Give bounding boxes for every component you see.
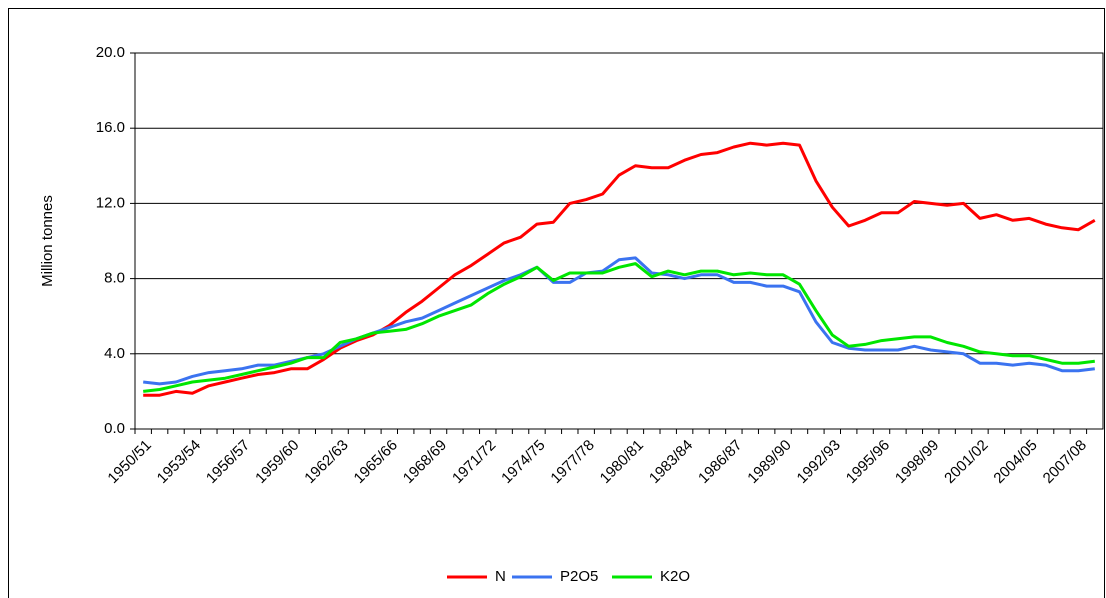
series-line — [143, 141, 1096, 397]
chart-frame — [8, 8, 1105, 598]
x-tick-label: 1971/72 — [449, 437, 499, 487]
y-tick-label: 16.0 — [96, 119, 125, 136]
x-tick-label: 1959/60 — [252, 437, 302, 487]
x-tick-label: 1968/69 — [400, 437, 450, 487]
x-tick-label: 1980/81 — [597, 437, 647, 487]
x-tick-label: 1953/54 — [154, 437, 204, 487]
legend-label: K2O — [660, 568, 690, 585]
x-tick-label: 1998/99 — [892, 437, 942, 487]
legend-label: P2O5 — [560, 568, 598, 585]
x-tick-label: 1983/84 — [646, 437, 696, 487]
x-tick-label: 1965/66 — [351, 437, 401, 487]
y-tick-label: 8.0 — [104, 270, 125, 287]
x-tick-label: 1995/96 — [843, 437, 893, 487]
x-tick-label: 2007/08 — [1040, 437, 1090, 487]
x-tick-label: 1956/57 — [203, 437, 253, 487]
y-tick-label: 12.0 — [96, 194, 125, 211]
x-tick-label: 1977/78 — [547, 437, 597, 487]
y-tick-label: 0.0 — [104, 420, 125, 437]
x-tick-label: 1974/75 — [498, 437, 548, 487]
series-line — [143, 262, 1095, 393]
x-tick-label: 2004/05 — [990, 437, 1040, 487]
x-tick-label: 1989/90 — [744, 437, 794, 487]
y-tick-label: 20.0 — [96, 44, 125, 61]
y-tick-label: 4.0 — [104, 345, 125, 362]
y-axis-label: Million tonnes — [39, 195, 56, 287]
x-tick-label: 2001/02 — [941, 437, 991, 487]
x-tick-label: 1992/93 — [794, 437, 844, 487]
x-tick-label: 1950/51 — [104, 437, 154, 487]
x-tick-label: 1986/87 — [695, 437, 745, 487]
x-tick-label: 1962/63 — [301, 437, 351, 487]
legend-label: N — [495, 568, 506, 585]
